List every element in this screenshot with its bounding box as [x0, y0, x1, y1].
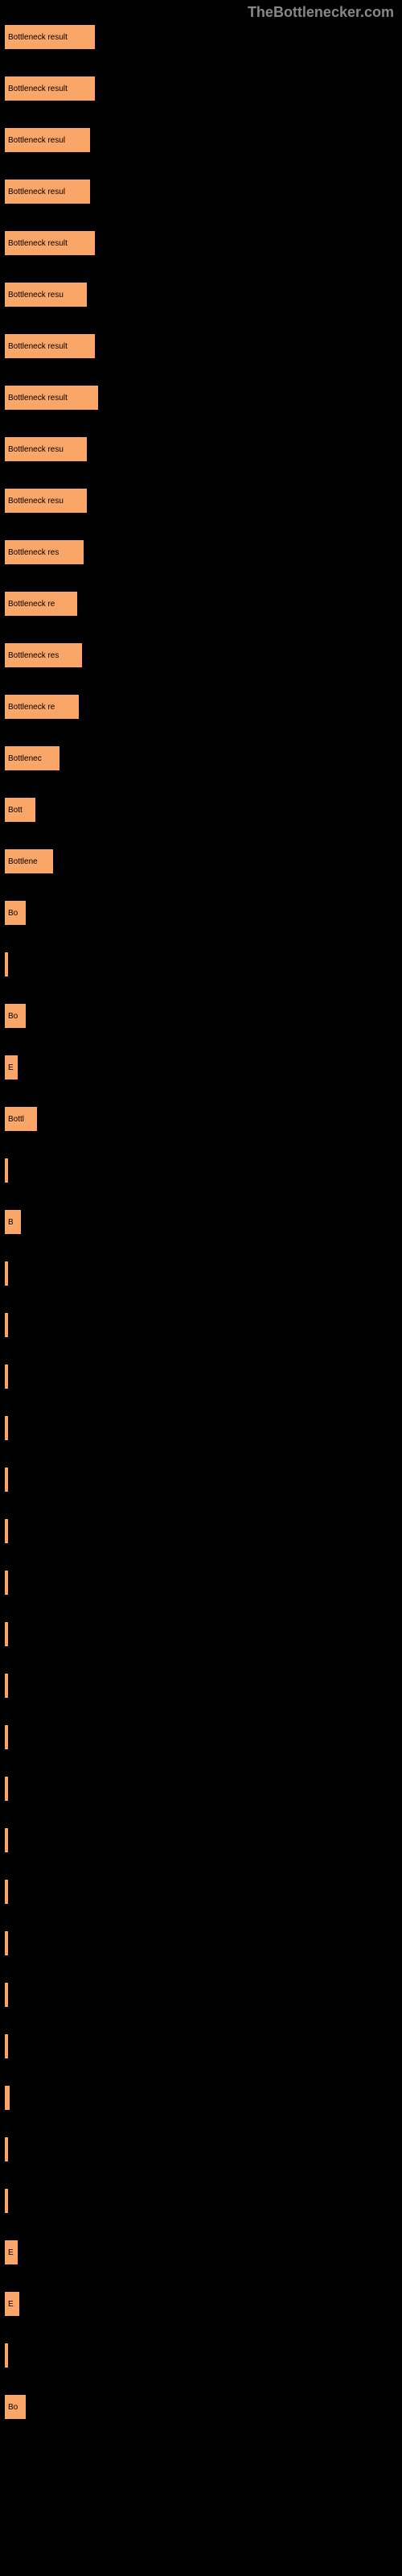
chart-bar: E	[4, 2240, 18, 2265]
bar-row: Bottleneck resu	[4, 282, 398, 308]
bar-row: Bottleneck re	[4, 694, 398, 720]
chart-bar	[4, 1621, 9, 1647]
chart-bar: Bottleneck res	[4, 642, 83, 668]
bar-row: Bottleneck res	[4, 539, 398, 565]
bar-row: Bottleneck result	[4, 385, 398, 411]
bar-row	[4, 1776, 398, 1802]
bar-row	[4, 2085, 398, 2111]
chart-bar	[4, 1879, 9, 1905]
bar-row: Bottleneck resu	[4, 436, 398, 462]
chart-bar: Bottlene	[4, 848, 54, 874]
chart-bar	[4, 1158, 9, 1183]
bar-row: Bo	[4, 2394, 398, 2420]
bar-row: E	[4, 2240, 398, 2265]
chart-bar	[4, 2033, 9, 2059]
chart-bar	[4, 2343, 9, 2368]
chart-bar	[4, 1518, 9, 1544]
chart-bar: Bottlenec	[4, 745, 60, 771]
chart-bar: Bottleneck resu	[4, 436, 88, 462]
chart-bar	[4, 1776, 9, 1802]
bar-row: Bo	[4, 900, 398, 926]
watermark: TheBottlenecker.com	[248, 4, 394, 21]
chart-bar: Bottleneck result	[4, 76, 96, 101]
bar-row: Bottlene	[4, 848, 398, 874]
chart-bar: Bo	[4, 2394, 27, 2420]
bar-row: Bott	[4, 797, 398, 823]
bar-row: E	[4, 1055, 398, 1080]
bar-row: Bottleneck res	[4, 642, 398, 668]
chart-bar: Bottl	[4, 1106, 38, 1132]
bar-row: B	[4, 1209, 398, 1235]
bar-row: Bottleneck result	[4, 333, 398, 359]
bar-row	[4, 1261, 398, 1286]
chart-bar	[4, 1673, 9, 1699]
bar-row	[4, 2033, 398, 2059]
chart-bar	[4, 1930, 9, 1956]
bar-row	[4, 1518, 398, 1544]
bar-row	[4, 1724, 398, 1750]
chart-bar: Bottleneck result	[4, 230, 96, 256]
bar-row	[4, 1930, 398, 1956]
bar-row	[4, 1570, 398, 1596]
bar-row: Bottleneck resu	[4, 488, 398, 514]
chart-bar	[4, 1261, 9, 1286]
chart-bar	[4, 1982, 9, 2008]
chart-bar: Bottleneck resul	[4, 179, 91, 204]
bar-row	[4, 2188, 398, 2214]
chart-bar: Bottleneck res	[4, 539, 84, 565]
bar-row	[4, 1467, 398, 1492]
chart-bar	[4, 1570, 9, 1596]
bar-row	[4, 1158, 398, 1183]
chart-bar	[4, 2188, 9, 2214]
bar-row	[4, 952, 398, 977]
bar-row: Bo	[4, 1003, 398, 1029]
chart-bar	[4, 2136, 9, 2162]
chart-bar: Bott	[4, 797, 36, 823]
bar-row	[4, 1364, 398, 1389]
bar-row: E	[4, 2291, 398, 2317]
bar-row: Bottleneck result	[4, 230, 398, 256]
bar-row	[4, 2136, 398, 2162]
chart-bar: Bottleneck resu	[4, 282, 88, 308]
bar-row: Bottlenec	[4, 745, 398, 771]
chart-bar: Bo	[4, 900, 27, 926]
chart-bar	[4, 952, 9, 977]
bar-row	[4, 1982, 398, 2008]
bar-row: Bottleneck re	[4, 591, 398, 617]
chart-bar: E	[4, 1055, 18, 1080]
bar-row	[4, 1621, 398, 1647]
chart-bar	[4, 1415, 9, 1441]
bar-row	[4, 1415, 398, 1441]
chart-bar: Bottleneck result	[4, 24, 96, 50]
chart-bar: Bo	[4, 1003, 27, 1029]
bar-row: Bottleneck resul	[4, 127, 398, 153]
chart-bar: Bottleneck re	[4, 694, 80, 720]
chart-bar	[4, 1724, 9, 1750]
bar-row: Bottleneck result	[4, 76, 398, 101]
chart-bar: Bottleneck re	[4, 591, 78, 617]
bar-row: Bottl	[4, 1106, 398, 1132]
bar-row	[4, 1312, 398, 1338]
bar-row	[4, 2343, 398, 2368]
chart-bar: E	[4, 2291, 20, 2317]
chart-bar: B	[4, 1209, 22, 1235]
chart-bar: Bottleneck resu	[4, 488, 88, 514]
chart-bar: Bottleneck result	[4, 333, 96, 359]
chart-bar: Bottleneck resul	[4, 127, 91, 153]
bar-row	[4, 1673, 398, 1699]
bar-chart: Bottleneck result Bottleneck result Bottle…	[0, 0, 402, 2450]
chart-bar	[4, 1364, 9, 1389]
bar-row: Bottleneck result	[4, 24, 398, 50]
chart-bar: Bottleneck result	[4, 385, 99, 411]
chart-bar	[4, 1467, 9, 1492]
bar-row	[4, 1827, 398, 1853]
chart-bar	[4, 1827, 9, 1853]
chart-bar	[4, 2085, 10, 2111]
bar-row	[4, 1879, 398, 1905]
bar-row: Bottleneck resul	[4, 179, 398, 204]
chart-bar	[4, 1312, 9, 1338]
